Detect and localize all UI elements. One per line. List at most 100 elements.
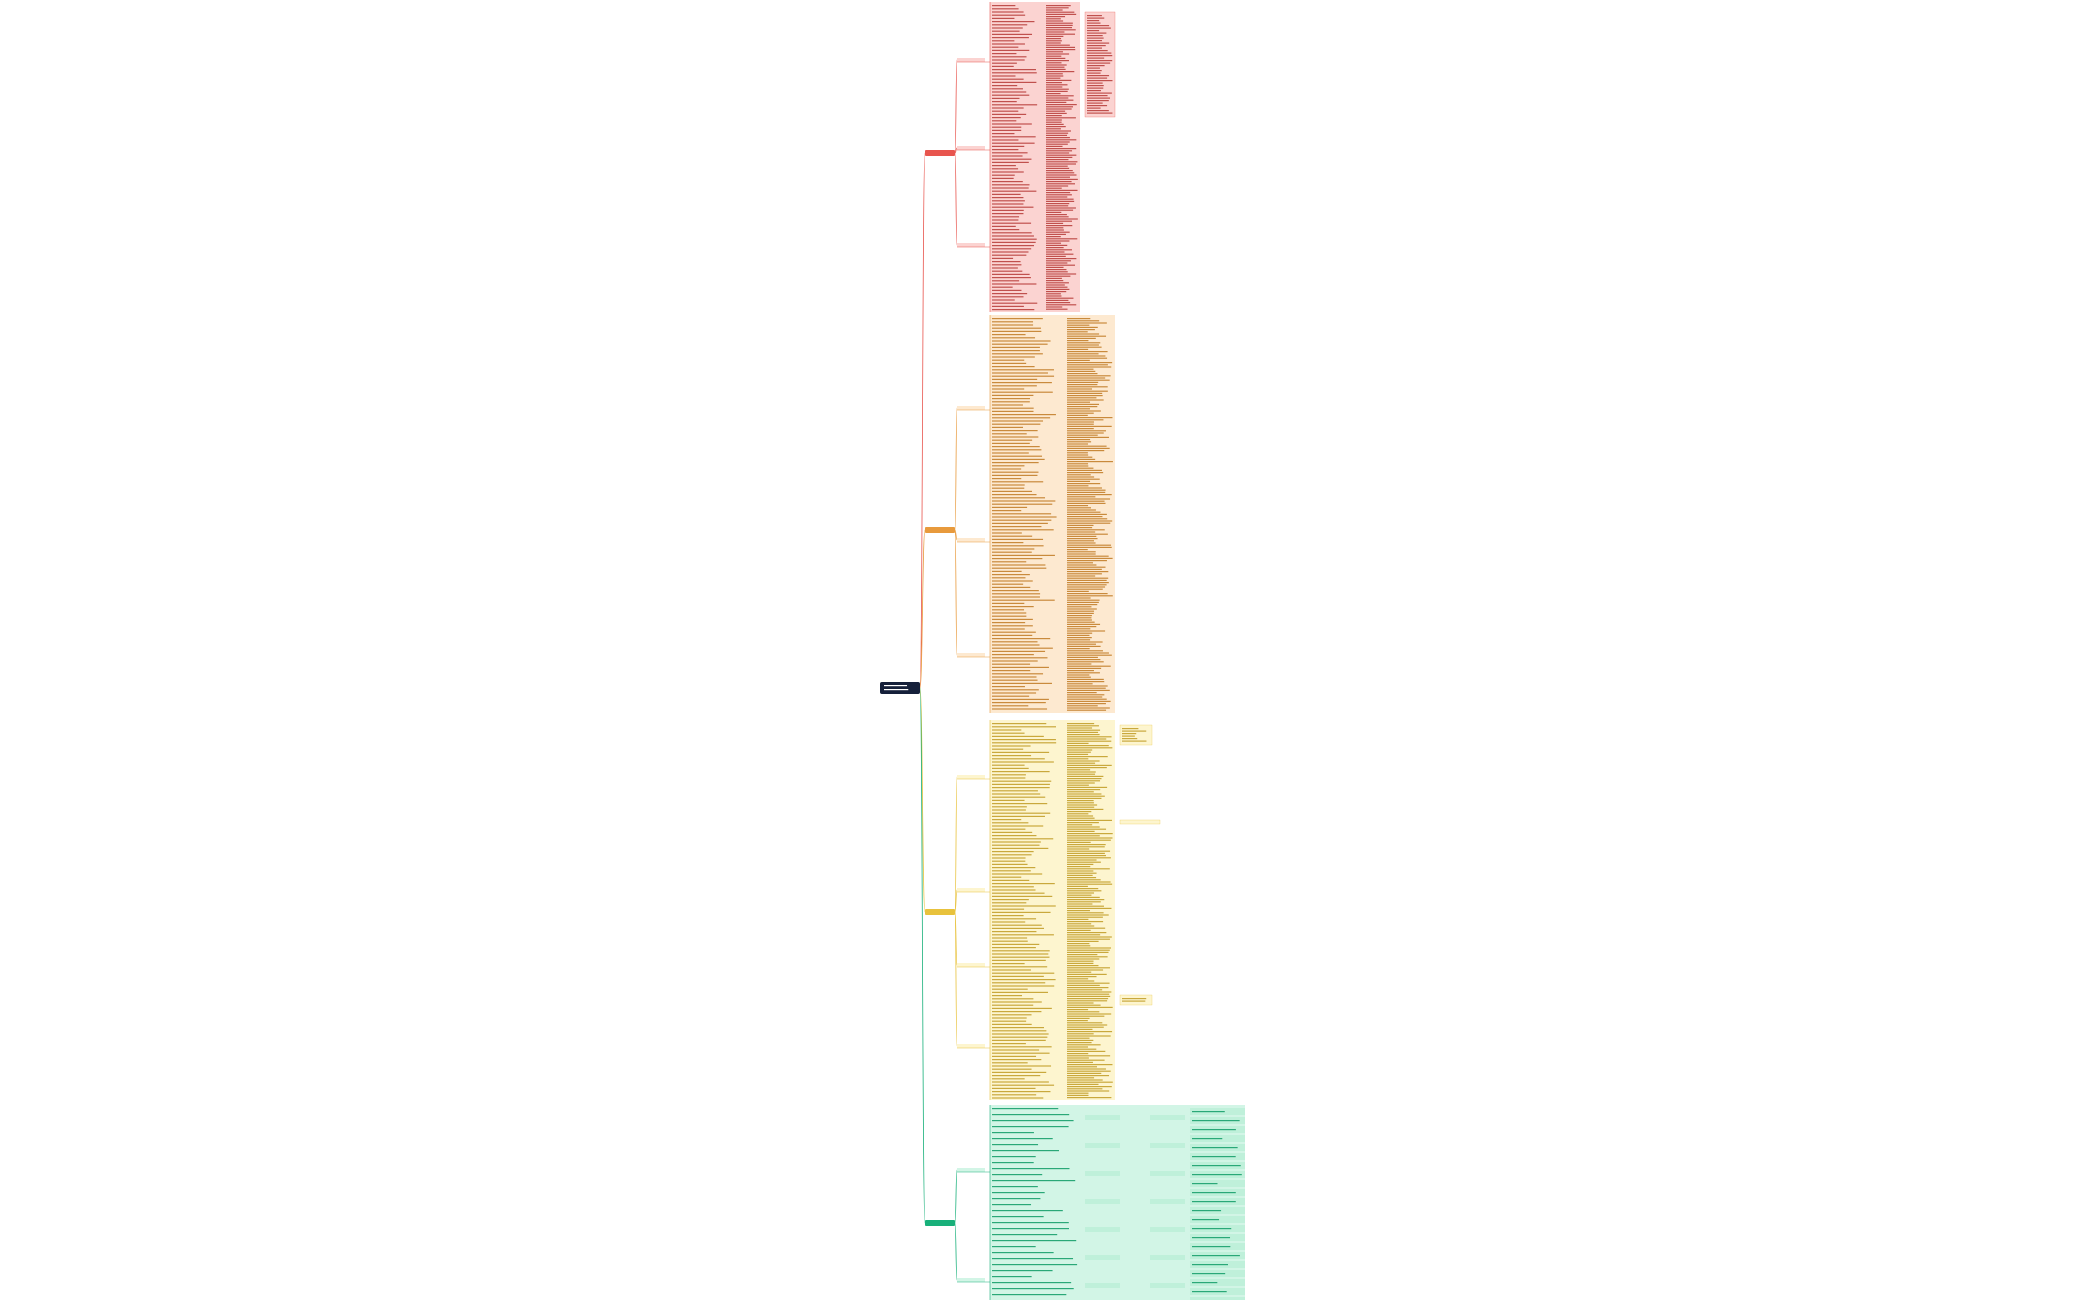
text-line xyxy=(992,622,1026,624)
text-line xyxy=(1046,178,1078,180)
text-line xyxy=(992,375,1055,377)
text-line xyxy=(1046,293,1061,295)
text-line xyxy=(1067,348,1089,350)
text-line xyxy=(992,860,1026,862)
text-line xyxy=(992,638,1051,640)
text-line xyxy=(1067,399,1104,401)
connector xyxy=(954,152,958,246)
text-line xyxy=(1067,892,1095,894)
text-line xyxy=(1067,375,1111,377)
text-line xyxy=(1067,1048,1097,1050)
text-line xyxy=(1046,119,1062,121)
text-line xyxy=(1046,302,1071,304)
text-line xyxy=(1067,362,1113,364)
text-line xyxy=(1046,170,1073,172)
text-line xyxy=(992,1033,1049,1035)
text-line xyxy=(1067,756,1108,758)
text-line xyxy=(1067,516,1103,518)
text-line xyxy=(1087,72,1101,74)
leaf-node xyxy=(1150,1227,1185,1232)
text-line xyxy=(1067,1088,1103,1090)
text-line xyxy=(992,758,1045,760)
text-line xyxy=(992,49,1030,51)
leaf-node xyxy=(1150,1171,1185,1176)
text-line xyxy=(1067,410,1101,412)
text-line xyxy=(992,37,1029,39)
text-line xyxy=(992,161,1029,163)
text-line xyxy=(992,777,1026,779)
leaf-node xyxy=(1085,1283,1120,1288)
text-line xyxy=(992,886,1034,888)
text-line xyxy=(1046,38,1062,40)
text-line xyxy=(1122,1000,1146,1002)
text-line xyxy=(1067,533,1108,535)
text-line xyxy=(1067,773,1096,775)
text-line xyxy=(992,117,1021,119)
text-line xyxy=(992,863,1028,865)
text-line xyxy=(1067,855,1106,857)
text-line xyxy=(1067,555,1109,557)
text-line xyxy=(1067,381,1099,383)
text-line xyxy=(1067,932,1107,934)
text-line xyxy=(1046,258,1077,260)
text-line xyxy=(992,251,1029,253)
text-line xyxy=(992,497,1046,499)
text-line xyxy=(1046,304,1077,306)
sub-node xyxy=(957,963,985,967)
text-line xyxy=(1046,277,1062,279)
text-line xyxy=(992,261,1021,263)
text-line xyxy=(992,783,1050,785)
text-line xyxy=(992,953,1049,955)
text-line xyxy=(992,854,1032,856)
text-line xyxy=(1087,75,1110,77)
text-line xyxy=(992,729,1022,731)
text-line xyxy=(992,439,1033,441)
text-line xyxy=(992,673,1044,675)
text-line xyxy=(992,8,1019,10)
text-line xyxy=(992,1001,1042,1003)
text-line xyxy=(1067,632,1093,634)
text-line xyxy=(992,372,1048,374)
text-line xyxy=(992,238,1037,240)
text-line xyxy=(1067,582,1109,584)
text-line xyxy=(1067,384,1098,386)
text-line xyxy=(992,17,1015,19)
text-line xyxy=(992,1240,1077,1242)
text-line xyxy=(992,972,1055,974)
text-line xyxy=(1067,590,1089,592)
text-line xyxy=(1087,112,1113,114)
text-line xyxy=(1046,299,1069,301)
text-line xyxy=(1067,982,1110,984)
text-line xyxy=(1087,67,1100,69)
branch-node xyxy=(925,1220,955,1226)
text-line xyxy=(1046,35,1064,37)
text-line xyxy=(992,902,1027,904)
text-line xyxy=(1046,5,1071,7)
text-line xyxy=(1067,489,1106,491)
text-line xyxy=(1087,92,1112,94)
text-line xyxy=(992,46,1019,48)
text-line xyxy=(1046,172,1075,174)
text-line xyxy=(1046,93,1061,95)
text-line xyxy=(992,423,1041,425)
text-line xyxy=(1067,1035,1111,1037)
text-line xyxy=(1067,747,1113,749)
text-line xyxy=(992,420,1044,422)
text-line xyxy=(1192,1237,1231,1239)
text-line xyxy=(992,551,1032,553)
text-line xyxy=(992,494,1037,496)
text-line xyxy=(1067,597,1091,599)
text-line xyxy=(1046,174,1077,176)
text-line xyxy=(992,257,1014,259)
text-line xyxy=(1067,505,1089,507)
text-line xyxy=(1067,1068,1106,1070)
text-line xyxy=(992,745,1031,747)
text-line xyxy=(1046,68,1066,70)
text-line xyxy=(992,24,1028,26)
text-line xyxy=(1067,767,1107,769)
text-line xyxy=(1067,760,1100,762)
text-line xyxy=(992,394,1034,396)
text-line xyxy=(992,979,1056,981)
leaf-node xyxy=(1085,1199,1120,1204)
text-line xyxy=(1046,22,1073,24)
